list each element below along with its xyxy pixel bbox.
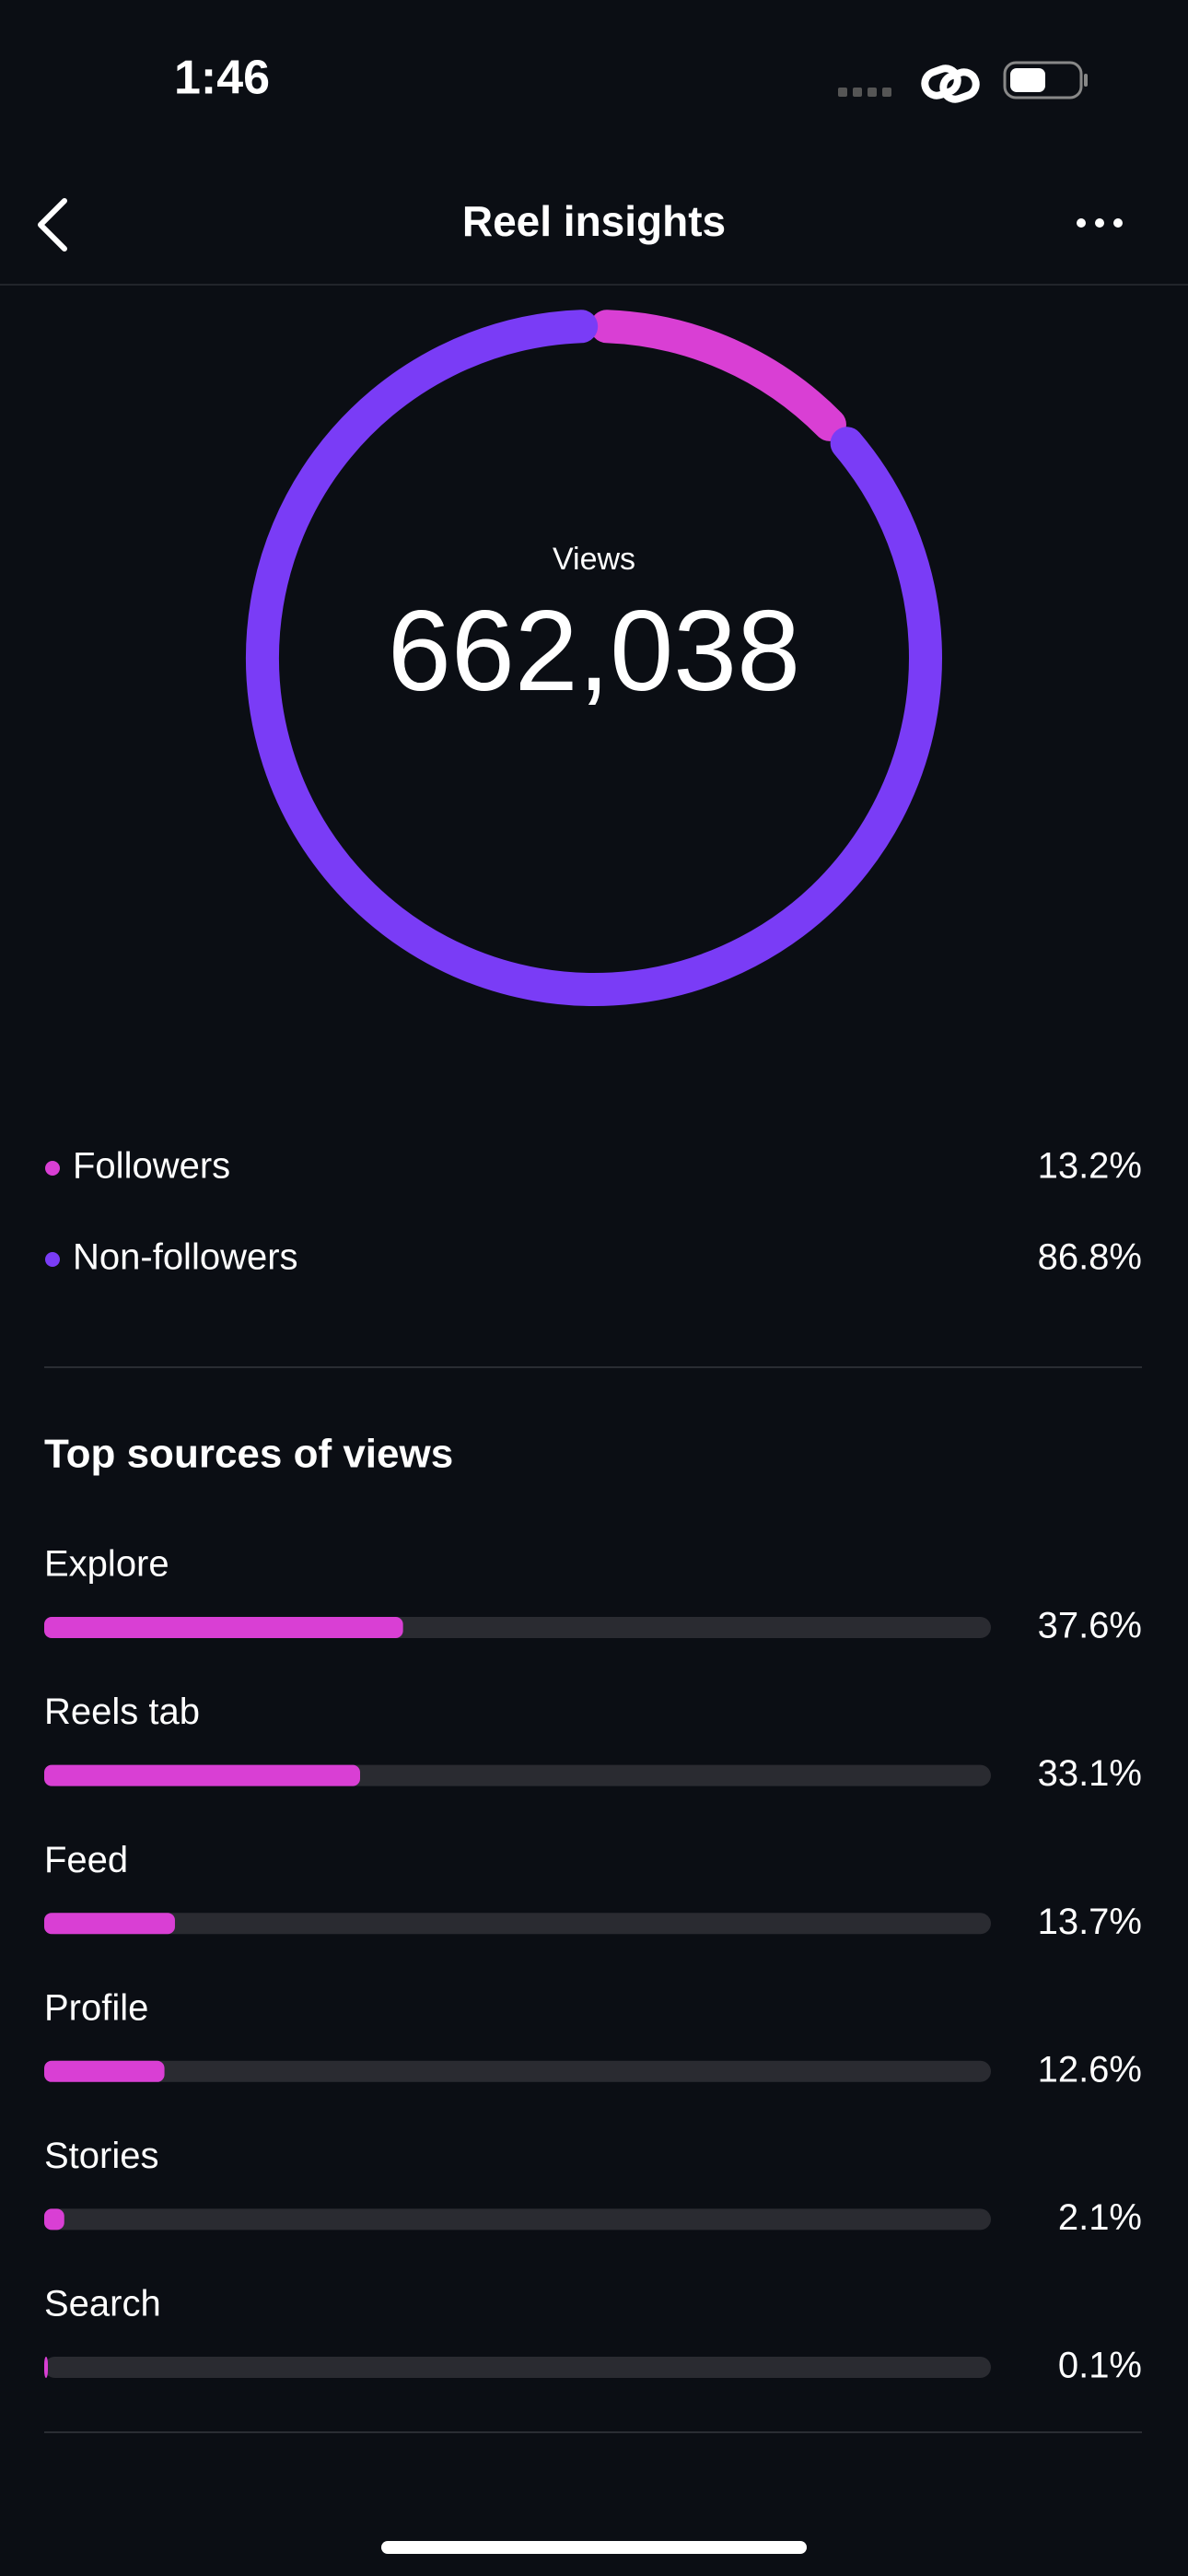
source-name: Profile bbox=[44, 1987, 148, 2028]
legend-label: Non-followers bbox=[73, 1237, 298, 1278]
home-indicator bbox=[381, 2541, 807, 2554]
source-name: Explore bbox=[44, 1544, 169, 1585]
source-name: Feed bbox=[44, 1840, 128, 1880]
legend: Followers 13.2% Non-followers 86.8% bbox=[45, 1146, 1142, 1278]
bar-track bbox=[44, 2208, 991, 2231]
bar bbox=[44, 2357, 48, 2378]
source-name: Stories bbox=[44, 2136, 159, 2176]
source-value: 0.1% bbox=[1058, 2346, 1142, 2386]
sources-list: Explore 37.6% Reels tab 33.1% Feed 13.7% Profi… bbox=[44, 1544, 1142, 2386]
donut-segment bbox=[589, 310, 846, 441]
views-total: 662,038 bbox=[388, 588, 800, 715]
source-value: 33.1% bbox=[1038, 1753, 1142, 1794]
back-button[interactable] bbox=[38, 198, 67, 252]
legend-label: Followers bbox=[73, 1146, 230, 1187]
source-name: Reels tab bbox=[44, 1692, 200, 1732]
bar bbox=[44, 1913, 175, 1935]
donut-chart bbox=[246, 310, 942, 1006]
status-time: 1:46 bbox=[174, 52, 270, 105]
status-icons bbox=[838, 61, 1088, 103]
legend-dot bbox=[45, 1252, 60, 1267]
source-name: Search bbox=[44, 2284, 161, 2324]
source-value: 12.6% bbox=[1038, 2049, 1142, 2090]
section-title: Top sources of views bbox=[44, 1432, 453, 1477]
bar-track bbox=[44, 2060, 991, 2082]
source-value: 37.6% bbox=[1038, 1606, 1142, 1646]
bar bbox=[44, 2060, 165, 2082]
donut-segment bbox=[246, 310, 942, 1006]
views-label: Views bbox=[553, 542, 635, 577]
bar-track bbox=[44, 2357, 991, 2378]
bar bbox=[44, 1764, 361, 1786]
more-button[interactable] bbox=[1077, 218, 1123, 228]
bar bbox=[44, 2208, 64, 2231]
legend-dot bbox=[45, 1161, 60, 1176]
source-value: 2.1% bbox=[1058, 2197, 1142, 2238]
bar-track bbox=[44, 1913, 991, 1935]
header-title: Reel insights bbox=[462, 197, 726, 245]
legend-value: 13.2% bbox=[1038, 1146, 1142, 1187]
source-value: 13.7% bbox=[1038, 1902, 1142, 1942]
legend-value: 86.8% bbox=[1038, 1237, 1142, 1278]
bar bbox=[44, 1617, 403, 1638]
